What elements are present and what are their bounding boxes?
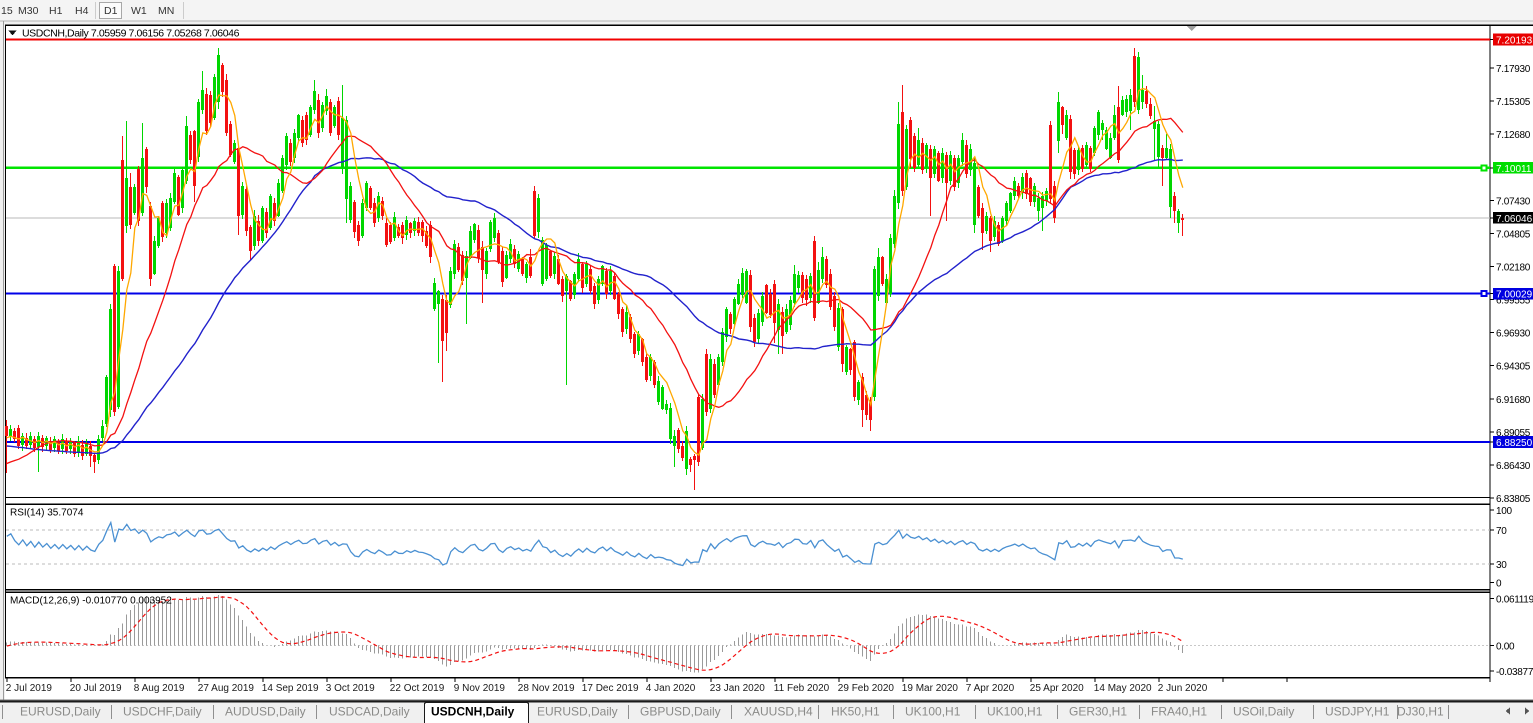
svg-text:6.94305: 6.94305 <box>1496 362 1531 373</box>
svg-text:MACD(12,26,9) -0.010770 0.0039: MACD(12,26,9) -0.010770 0.003952 <box>10 596 172 607</box>
svg-text:6.96930: 6.96930 <box>1496 329 1531 340</box>
svg-text:25 Apr 2020: 25 Apr 2020 <box>1030 683 1084 694</box>
svg-text:2 Jun 2020: 2 Jun 2020 <box>1158 683 1208 694</box>
svg-text:GER30,H1: GER30,H1 <box>1069 705 1127 719</box>
svg-text:RSI(14) 35.7074: RSI(14) 35.7074 <box>10 508 84 519</box>
svg-text:7.17930: 7.17930 <box>1496 64 1531 75</box>
svg-text:7.00029: 7.00029 <box>1496 290 1533 301</box>
svg-text:14 Sep 2019: 14 Sep 2019 <box>262 683 319 694</box>
svg-text:28 Nov 2019: 28 Nov 2019 <box>518 683 575 694</box>
svg-text:EURUSD,Daily: EURUSD,Daily <box>537 705 618 719</box>
svg-text:D1: D1 <box>104 5 118 17</box>
svg-text:7.15305: 7.15305 <box>1496 97 1531 108</box>
svg-text:USDCNH,Daily: USDCNH,Daily <box>431 705 515 719</box>
svg-text:7.04805: 7.04805 <box>1496 229 1531 240</box>
svg-text:USDCNH,Daily 7.05959 7.06156: USDCNH,Daily 7.05959 7.06156 7.05268 7.0… <box>22 28 240 40</box>
svg-text:7.07430: 7.07430 <box>1496 196 1531 207</box>
svg-text:H1: H1 <box>49 5 63 17</box>
svg-text:DJ30,H1: DJ30,H1 <box>1397 705 1444 719</box>
svg-text:0: 0 <box>1496 578 1502 589</box>
svg-text:XAUUSD,H4: XAUUSD,H4 <box>744 705 813 719</box>
svg-text:70: 70 <box>1496 526 1507 537</box>
svg-text:30: 30 <box>1496 560 1507 571</box>
svg-text:4 Jan 2020: 4 Jan 2020 <box>646 683 696 694</box>
svg-text:15: 15 <box>1 5 13 17</box>
svg-text:29 Feb 2020: 29 Feb 2020 <box>838 683 895 694</box>
svg-text:W1: W1 <box>131 5 147 17</box>
svg-text:MN: MN <box>158 5 174 17</box>
svg-text:USDCAD,Daily: USDCAD,Daily <box>329 705 410 719</box>
svg-text:USDCHF,Daily: USDCHF,Daily <box>123 705 202 719</box>
svg-text:0.061119: 0.061119 <box>1496 595 1533 606</box>
svg-text:7.06046: 7.06046 <box>1496 214 1533 225</box>
svg-text:19 Mar 2020: 19 Mar 2020 <box>902 683 959 694</box>
svg-text:HK50,H1: HK50,H1 <box>831 705 880 719</box>
svg-text:7 Apr 2020: 7 Apr 2020 <box>966 683 1015 694</box>
svg-text:6.83805: 6.83805 <box>1496 494 1531 505</box>
svg-text:3 Oct 2019: 3 Oct 2019 <box>326 683 375 694</box>
svg-text:7.10011: 7.10011 <box>1496 164 1532 175</box>
svg-text:EURUSD,Daily: EURUSD,Daily <box>20 705 101 719</box>
svg-text:USDJPY,H1: USDJPY,H1 <box>1325 705 1390 719</box>
svg-text:UK100,H1: UK100,H1 <box>905 705 961 719</box>
svg-text:6.99555: 6.99555 <box>1496 296 1531 307</box>
svg-text:UK100,H1: UK100,H1 <box>987 705 1043 719</box>
svg-text:17 Dec 2019: 17 Dec 2019 <box>582 683 639 694</box>
svg-text:7.20193: 7.20193 <box>1496 36 1533 47</box>
svg-text:0.00: 0.00 <box>1496 642 1515 653</box>
svg-text:27 Aug 2019: 27 Aug 2019 <box>198 683 255 694</box>
svg-text:USOil,Daily: USOil,Daily <box>1233 705 1294 719</box>
svg-text:8 Aug 2019: 8 Aug 2019 <box>134 683 185 694</box>
svg-text:11 Feb 2020: 11 Feb 2020 <box>774 683 830 694</box>
svg-text:H4: H4 <box>75 5 89 17</box>
svg-text:6.88250: 6.88250 <box>1496 438 1533 449</box>
svg-text:7.02180: 7.02180 <box>1496 263 1531 274</box>
svg-text:6.86430: 6.86430 <box>1496 461 1531 472</box>
svg-text:14 May 2020: 14 May 2020 <box>1094 683 1152 694</box>
svg-text:6.91680: 6.91680 <box>1496 395 1531 406</box>
svg-text:22 Oct 2019: 22 Oct 2019 <box>390 683 445 694</box>
svg-text:6.89055: 6.89055 <box>1496 428 1531 439</box>
svg-text:23 Jan 2020: 23 Jan 2020 <box>710 683 765 694</box>
svg-text:-0.038777: -0.038777 <box>1496 667 1533 678</box>
svg-text:7.12680: 7.12680 <box>1496 130 1531 141</box>
svg-text:M30: M30 <box>18 5 39 17</box>
svg-text:20 Jul 2019: 20 Jul 2019 <box>70 683 122 694</box>
svg-text:2 Jul 2019: 2 Jul 2019 <box>6 683 53 694</box>
svg-text:FRA40,H1: FRA40,H1 <box>1151 705 1207 719</box>
svg-text:AUDUSD,Daily: AUDUSD,Daily <box>225 705 306 719</box>
svg-text:GBPUSD,Daily: GBPUSD,Daily <box>640 705 721 719</box>
svg-text:100: 100 <box>1496 506 1513 517</box>
svg-text:9 Nov 2019: 9 Nov 2019 <box>454 683 506 694</box>
